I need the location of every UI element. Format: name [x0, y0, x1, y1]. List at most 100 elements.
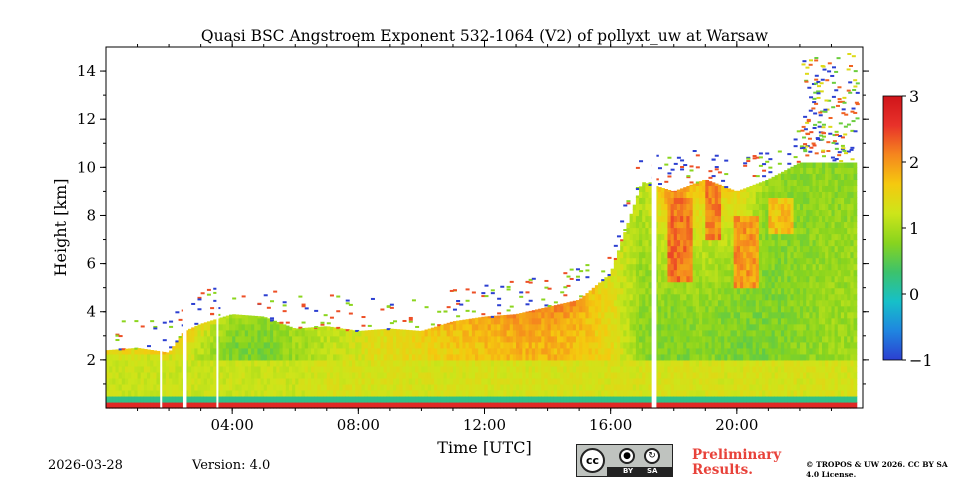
heatmap-cell [528, 359, 533, 367]
heatmap-cell [771, 287, 776, 295]
heatmap-cell [251, 341, 255, 349]
heatmap-cell [698, 191, 703, 199]
heatmap-cell [787, 365, 792, 373]
heatmap-cell [317, 383, 322, 391]
heatmap-cell [793, 233, 798, 241]
heatmap-cell [620, 293, 624, 301]
heatmap-cell [780, 401, 785, 409]
heatmap-cell [547, 377, 552, 385]
heatmap-cell [727, 323, 732, 331]
heatmap-cell [664, 263, 669, 271]
heatmap-cell [588, 377, 593, 385]
heatmap-cell [799, 305, 804, 313]
scatter-pixel [314, 326, 319, 329]
heatmap-cell [661, 365, 665, 373]
heatmap-cell [799, 365, 804, 373]
heatmap-cell [270, 395, 274, 403]
heatmap-cell [244, 401, 249, 409]
heatmap-cell [680, 341, 684, 349]
heatmap-cell [777, 311, 782, 319]
heatmap-cell [613, 365, 618, 373]
heatmap-cell [616, 311, 621, 319]
heatmap-cell [367, 353, 372, 361]
heatmap-cell [588, 347, 593, 355]
heatmap-cell [667, 209, 672, 217]
heatmap-cell [705, 401, 710, 409]
heatmap-cell [292, 353, 296, 361]
heatmap-cell [572, 353, 577, 361]
heatmap-cell [355, 359, 359, 367]
heatmap-cell [440, 365, 445, 373]
heatmap-cell [771, 353, 776, 361]
heatmap-cell [623, 335, 628, 343]
heatmap-cell [348, 377, 353, 385]
heatmap-cell [803, 191, 807, 199]
heatmap-cell [462, 401, 467, 409]
heatmap-cell [402, 359, 407, 367]
heatmap-cell [664, 287, 669, 295]
heatmap-cell [607, 335, 612, 343]
heatmap-cell [670, 377, 675, 385]
heatmap-cell [531, 371, 536, 379]
heatmap-cell [796, 179, 801, 186]
heatmap-cell [184, 341, 189, 349]
heatmap-cell [582, 401, 587, 409]
heatmap-cell [225, 365, 230, 373]
heatmap-cell [361, 401, 366, 409]
heatmap-cell [765, 209, 769, 217]
heatmap-cell [717, 197, 722, 205]
heatmap-cell [165, 401, 170, 409]
heatmap-cell [698, 317, 703, 325]
heatmap-cell [165, 353, 170, 361]
heatmap-cell [796, 239, 801, 247]
heatmap-cell [790, 209, 795, 217]
heatmap-cell [222, 329, 227, 337]
heatmap-cell [724, 245, 728, 253]
heatmap-cell [178, 383, 183, 391]
heatmap-cell [623, 257, 628, 265]
heatmap-cell [282, 324, 287, 331]
heatmap-cell [465, 383, 470, 391]
heatmap-cell [534, 329, 539, 337]
heatmap-cell [270, 365, 274, 373]
heatmap-cell [686, 377, 691, 385]
heatmap-cell [727, 299, 732, 307]
heatmap-cell [755, 215, 760, 223]
heatmap-cell [708, 181, 713, 186]
heatmap-cell [257, 316, 262, 319]
heatmap-cell [790, 341, 795, 349]
heatmap-cell [364, 395, 369, 403]
scatter-pixel [714, 166, 719, 169]
heatmap-cell [229, 389, 233, 397]
heatmap-cell [632, 401, 637, 409]
heatmap-cell [739, 323, 744, 331]
heatmap-cell [244, 389, 249, 397]
heatmap-cell [547, 335, 552, 343]
heatmap-cell [774, 401, 779, 409]
scatter-pixel [336, 326, 341, 329]
heatmap-cell [746, 377, 751, 385]
heatmap-cell [282, 329, 287, 337]
heatmap-cell [749, 275, 754, 283]
heatmap-cell [799, 251, 804, 259]
heatmap-cell [632, 221, 637, 229]
heatmap-cell [642, 395, 646, 403]
heatmap-cell [582, 335, 587, 343]
heatmap-cell [749, 281, 754, 289]
heatmap-cell [598, 359, 602, 367]
heatmap-cell [512, 359, 517, 367]
heatmap-cell [626, 263, 631, 271]
heatmap-cell [780, 263, 785, 271]
heatmap-cell [730, 233, 735, 241]
heatmap-cell [490, 401, 495, 409]
heatmap-cell [762, 269, 766, 277]
heatmap-cell [629, 383, 634, 391]
heatmap-cell [295, 383, 299, 391]
heatmap-cell [443, 347, 448, 355]
heatmap-cell [311, 341, 315, 349]
heatmap-cell [257, 401, 262, 409]
heatmap-cell [345, 341, 350, 349]
heatmap-cell [383, 395, 388, 403]
heatmap-cell [106, 371, 110, 379]
heatmap-cell [219, 389, 224, 397]
